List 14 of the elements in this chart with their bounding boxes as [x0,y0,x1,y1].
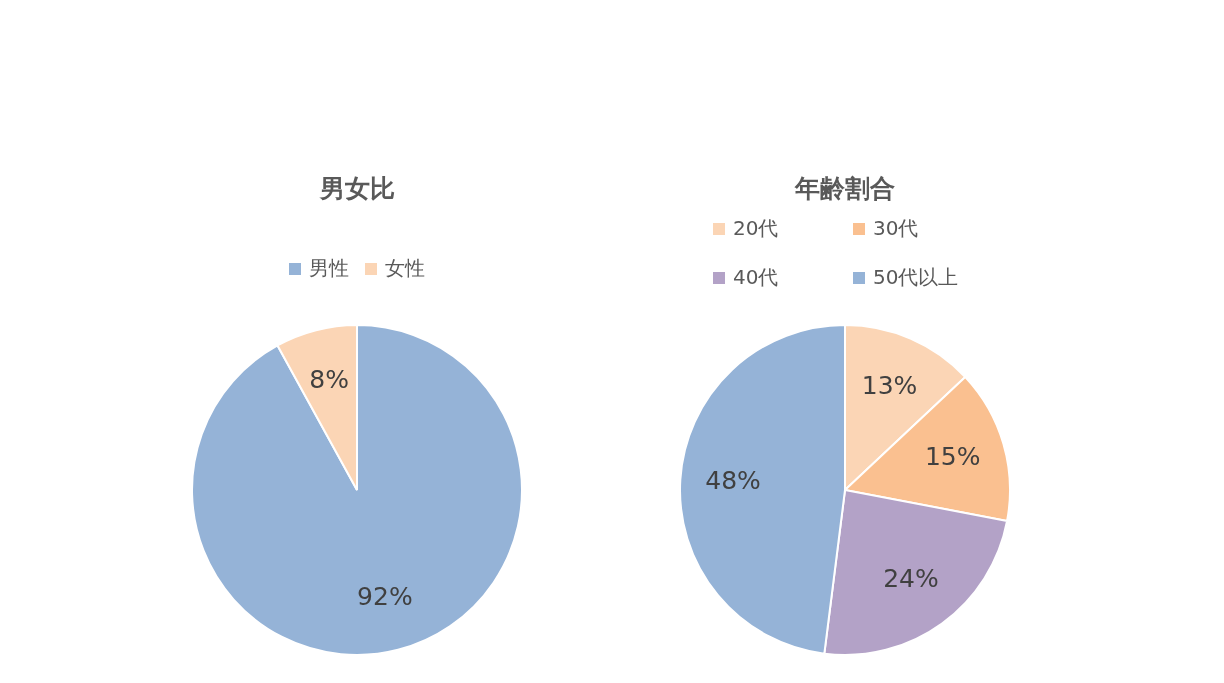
legend-label: 50代以上 [873,264,959,291]
chart-title: 男女比 [318,173,396,205]
legend-label: 男性 [309,255,349,282]
data-label: 24% [883,564,939,594]
legend-label: 30代 [873,215,919,242]
chart-title: 年齢割合 [793,173,896,205]
data-label: 8% [309,364,349,394]
legend-label: 20代 [733,215,779,242]
data-label: 92% [357,582,413,612]
legend-label: 40代 [733,264,779,291]
legend-label: 女性 [385,255,425,282]
data-label: 13% [861,370,918,400]
data-label: 15% [924,442,981,472]
data-label: 48% [705,466,761,496]
